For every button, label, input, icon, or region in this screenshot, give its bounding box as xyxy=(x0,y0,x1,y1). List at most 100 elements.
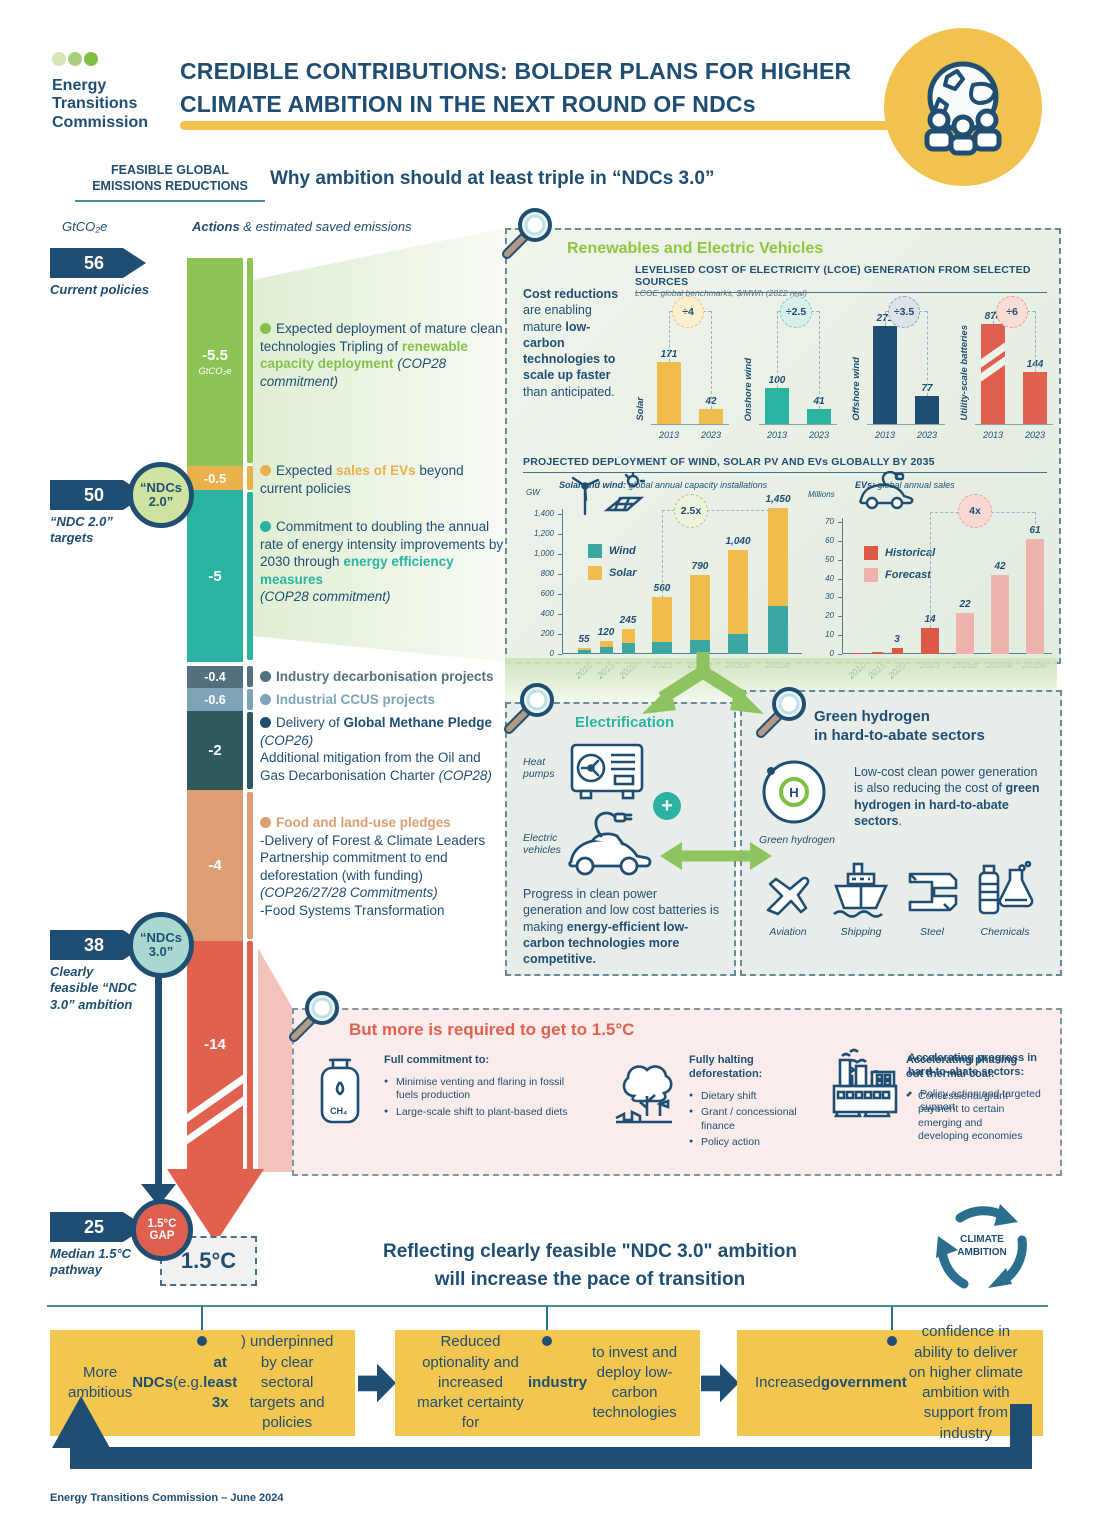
svg-text:CH₄: CH₄ xyxy=(330,1106,347,1116)
cycle-label-line: CLIMATE xyxy=(960,1234,1004,1245)
solar-bar xyxy=(577,648,591,650)
y-tick-label: 0 xyxy=(549,649,554,658)
text-run: NDCs xyxy=(132,1373,174,1391)
kicker-underline xyxy=(75,200,265,202)
segment-value-label: -14 xyxy=(204,1036,226,1053)
accent-bar xyxy=(247,712,253,789)
cost-factor-badge: ÷2.5 xyxy=(780,296,812,328)
hydrogen-icon-label: Green hydrogen xyxy=(759,834,835,846)
action-item-food: Food and land-use pledges -Delivery of Fo… xyxy=(260,814,506,919)
cycle-label: CLIMATE AMBITION xyxy=(930,1234,1034,1259)
dashed-connector xyxy=(930,512,931,628)
lcoe-chart: Solar 171 2013 42 2023 ÷4 Onshore wind 100 2013 4… xyxy=(635,296,1065,446)
bottom-heading-line: Reflecting clearly feasible "NDC 3.0" am… xyxy=(383,1241,797,1262)
text-run: Expected xyxy=(276,463,337,478)
text-run: Reduced optionality and increased market… xyxy=(417,1333,524,1432)
badge-line: 2.0” xyxy=(148,494,174,509)
text-run: Increased xyxy=(755,1373,821,1391)
more-group-2: Fully halting deforestation: Dietary shi… xyxy=(689,1054,824,1153)
text-run: Food and land-use pledges xyxy=(276,815,451,830)
dashed-connector xyxy=(1035,512,1036,524)
legend-item: Wind xyxy=(588,544,636,558)
solar-bar xyxy=(768,508,788,606)
more-group-1: Full commitment to: Minimise venting and… xyxy=(384,1054,569,1123)
factory-icon xyxy=(832,1048,898,1114)
lcoe-group: Onshore wind 100 2013 41 2023 ÷2.5 xyxy=(743,296,839,441)
lcoe-chart-title: LEVELISED COST OF ELECTRICITY (LCOE) GEN… xyxy=(635,264,1047,293)
methane-canister-icon: CH₄ xyxy=(320,1058,360,1124)
text-run: (COP28) xyxy=(438,767,492,783)
flow-arrow-icon xyxy=(701,1363,739,1403)
bullet-item: Policy action and targeted support xyxy=(908,1088,1050,1115)
wind-bar xyxy=(577,650,591,654)
ev-sales-chart: Millions01020304050607020102015320201420… xyxy=(808,490,1052,681)
bottom-heading-line: will increase the pace of transition xyxy=(434,1268,746,1290)
y-tick-label: 400 xyxy=(540,609,554,618)
y-tick-label: 800 xyxy=(540,569,554,578)
lcoe-year-label: 2023 xyxy=(1024,430,1046,440)
hydrogen-panel: Green hydrogen in hard-to-abate sectors … xyxy=(740,690,1062,976)
more-group-3: Accelerating phasing out thermal coal: C… xyxy=(906,1054,1034,1147)
badge-ndcs-2.0: “NDCs 2.0” xyxy=(128,462,194,528)
text-run: sales of EVs xyxy=(336,463,416,478)
y-tick-label: 40 xyxy=(825,573,834,583)
bullet-dot-icon xyxy=(260,521,271,532)
bullet-item: Dietary shift xyxy=(689,1090,824,1104)
lcoe-source-label: Offshore wind xyxy=(851,357,862,421)
bullet-dot-icon xyxy=(260,465,271,476)
chip-label: Clearly feasible “NDC 3.0” ambition xyxy=(50,964,137,1012)
badge-line: GAP xyxy=(149,1230,175,1242)
ev-bar xyxy=(956,613,974,654)
lcoe-group: Utility-scale batteries 878 2013 144 2023 ÷6 xyxy=(959,296,1055,441)
wind-bar xyxy=(690,640,710,654)
more-group-heading: Accelerating phasing out thermal coal: xyxy=(906,1054,1018,1080)
segment-value-label: -5 xyxy=(208,567,222,585)
kicker: FEASIBLE GLOBAL EMISSIONS REDUCTIONS xyxy=(55,162,285,195)
outcome-box-industry: Reduced optionality and increased market… xyxy=(395,1330,700,1436)
bullet-dot-icon xyxy=(260,717,271,728)
text-run: are enabling mature xyxy=(523,303,592,334)
chip-value: 56 xyxy=(83,252,105,273)
connector-dot-icon xyxy=(887,1336,897,1346)
steel-icon xyxy=(908,872,958,912)
wind-bar xyxy=(768,606,788,654)
solar-bar xyxy=(652,597,672,642)
text-run: green hydrogen in hard-to-abate sectors xyxy=(854,781,1040,828)
lcoe-year-label: 2023 xyxy=(808,430,830,440)
badge-line: “NDCs xyxy=(140,930,182,946)
down-arrow-shaft xyxy=(155,972,162,1184)
bullet-dot-icon xyxy=(260,694,271,705)
legend-item: Forecast xyxy=(864,568,931,582)
connector-wedge-pink xyxy=(258,948,294,1172)
deployment-chart-title: PROJECTED DEPLOYMENT OF WIND, SOLAR PV A… xyxy=(523,456,1047,473)
y-tick-mark xyxy=(558,594,562,595)
y-tick-label: 70 xyxy=(825,517,834,526)
magnifier-icon xyxy=(500,678,560,738)
legend-swatch xyxy=(588,544,602,558)
cost-reduction-text: Cost reductions are enabling mature low-… xyxy=(523,286,625,400)
text-run: Commitment to doubling the annual rate o… xyxy=(260,519,504,570)
total-label: 1,450 xyxy=(765,494,791,505)
y-tick-label: 30 xyxy=(825,592,834,602)
aviation-icon xyxy=(766,876,810,916)
lcoe-bar xyxy=(807,409,831,424)
text-run: Delivery of xyxy=(276,715,344,730)
electrification-title: Electrification xyxy=(575,714,675,731)
waterfall-segment-food-landuse: -4 xyxy=(187,790,243,941)
legend-swatch xyxy=(864,568,878,582)
total-label: 55 xyxy=(578,634,590,645)
bullet-item: Policy action xyxy=(689,1136,824,1150)
lcoe-year-label: 2013 xyxy=(766,430,788,440)
globe-people-badge xyxy=(884,28,1042,186)
text-run: to invest and deploy low-carbon technolo… xyxy=(592,1343,678,1422)
lcoe-chart-subtitle: LCOE global benchmarks, $/MWh (2022 real… xyxy=(635,288,807,298)
y-tick-label: 50 xyxy=(825,554,834,564)
text-run: confidence in ability to deliver on high… xyxy=(908,1323,1023,1442)
segment-value-label: -0.4 xyxy=(204,670,226,684)
badge-line: “NDCs xyxy=(140,480,182,496)
segment-value-label: -2 xyxy=(208,742,222,759)
chip-label: “NDC 2.0” targets xyxy=(50,514,113,546)
dashed-connector xyxy=(885,311,886,326)
more-required-panel: But more is required to get to 1.5°C CH₄… xyxy=(292,1008,1062,1176)
segment-value-label: -0.6 xyxy=(204,692,226,707)
